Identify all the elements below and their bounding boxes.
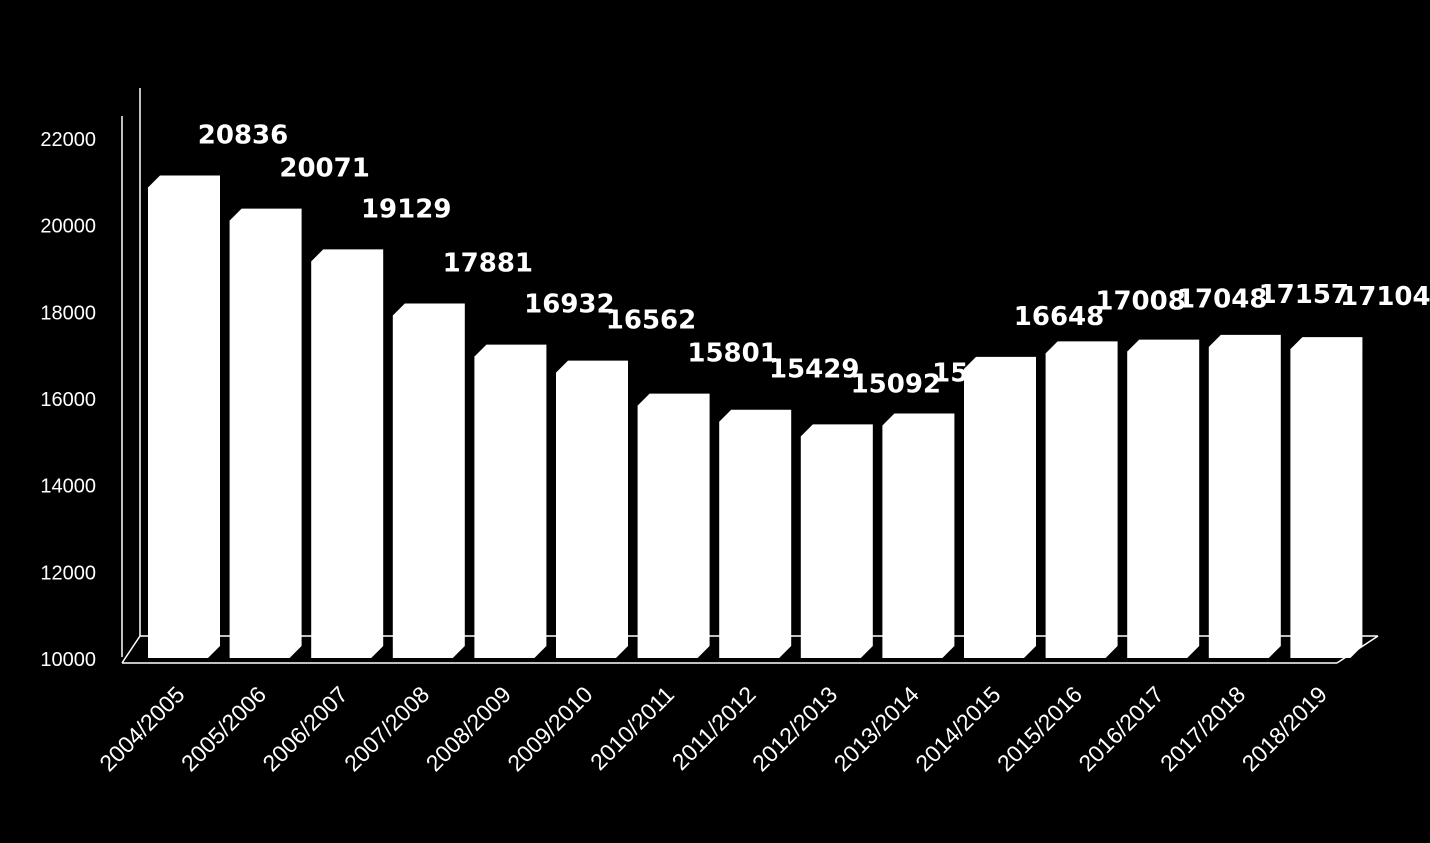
data-label: 19129 [361,194,451,224]
bar-2016/2017 [1127,339,1200,658]
data-label: 15429 [769,355,859,385]
x-tick-label: 2004/2005 [94,681,189,776]
bar [392,303,465,658]
floor-left-edge [121,635,141,664]
x-tick-label: 2015/2016 [992,681,1087,776]
x-tick-label: 2005/2006 [176,681,271,776]
x-tick-label: 2008/2009 [421,681,516,776]
bar [1208,334,1281,658]
data-label: 17048 [1177,285,1267,315]
x-axis-category-labels: 2004/20052005/20062006/20072007/20082008… [94,681,1332,776]
data-label: 16562 [606,306,696,336]
x-tick-label: 2018/2019 [1237,681,1332,776]
x-tick-label: 2014/2015 [910,681,1005,776]
bar [800,424,873,658]
bar-2008/2009 [474,344,547,658]
data-label: 17104 [1340,282,1430,312]
bar-2014/2015 [964,356,1036,658]
data-label: 20836 [198,120,288,150]
x-tick-label: 2009/2010 [502,681,597,776]
x-tick-label: 2010/2011 [585,681,679,775]
data-label: 16932 [524,290,614,320]
bar-2009/2010 [556,360,628,658]
x-tick-label: 2013/2014 [829,681,924,776]
data-label: 15342 [932,359,1022,389]
y-tick-label: 10000 [40,649,96,671]
chart-bars [148,175,1363,658]
bar [964,356,1036,658]
data-label: 20071 [279,154,369,184]
bar-2017/2018 [1208,334,1281,658]
x-tick-label: 2012/2013 [747,681,842,776]
x-tick-label: 2017/2018 [1155,681,1250,776]
bar [1290,337,1363,658]
x-tick-label: 2016/2017 [1073,681,1168,776]
bar-2010/2011 [637,393,710,658]
data-labels: 20836 20071 19129 17881 16932165621580115429… [198,120,1430,399]
bar [148,175,220,658]
bar-2005/2006 [229,208,302,658]
bar [719,409,792,658]
bar-2015/2016 [1045,341,1118,658]
data-label: 17881 [443,248,533,278]
bar [882,413,955,658]
bar [474,344,547,658]
data-label: 15801 [687,339,777,369]
bar [637,393,710,658]
bar [1045,341,1118,658]
data-label: 17157 [1259,280,1349,310]
y-tick-label: 22000 [40,129,96,151]
x-tick-label: 2011/2012 [667,681,761,775]
bar-2018/2019 [1290,337,1363,658]
bar-2011/2012 [719,409,792,658]
bar-2007/2008 [392,303,465,658]
data-label: 16648 [1014,302,1104,332]
bar-2012/2013 [800,424,873,658]
y-tick-label: 14000 [40,476,96,498]
y-tick-label: 16000 [40,389,96,411]
x-tick-label: 2007/2008 [339,681,434,776]
y-axis-tick-labels: 10000 12000 14000 16000 18000 20000 22000 [40,129,96,671]
bar [311,249,384,658]
bar-2004/2005 [148,175,220,658]
bar [556,360,628,658]
data-label: 15092 [851,369,941,399]
bar [229,208,302,658]
y-tick-label: 18000 [40,302,96,324]
bar [1127,339,1200,658]
data-label: 17008 [1095,286,1185,316]
bar-2013/2014 [882,413,955,658]
x-tick-label: 2006/2007 [257,681,352,776]
y-tick-label: 12000 [40,562,96,584]
bar-2006/2007 [311,249,384,658]
y-tick-label: 20000 [40,216,96,238]
